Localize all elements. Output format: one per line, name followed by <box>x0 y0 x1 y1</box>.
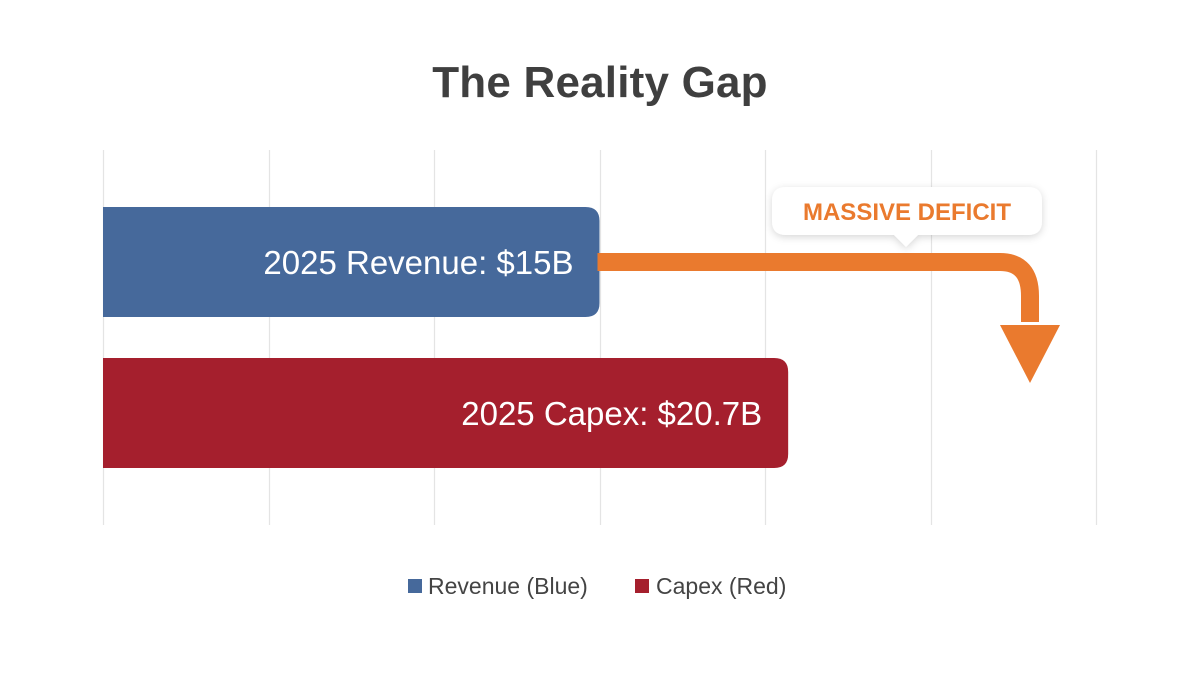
deficit-arrow-head <box>1000 325 1060 383</box>
capex-bar-label: 2025 Capex: $20.7B <box>461 395 762 432</box>
revenue-bar <box>103 207 600 317</box>
legend: Revenue (Blue) Capex (Red) <box>408 573 786 599</box>
legend-revenue-swatch <box>408 579 422 593</box>
legend-revenue-label: Revenue (Blue) <box>428 573 588 599</box>
deficit-arrow <box>597 253 1060 383</box>
deficit-callout: MASSIVE DEFICIT <box>772 187 1042 247</box>
revenue-bar-label: 2025 Revenue: $15B <box>263 244 573 281</box>
chart-title: The Reality Gap <box>432 58 768 107</box>
deficit-arrow-shaft <box>597 253 1039 322</box>
legend-capex-swatch <box>635 579 649 593</box>
callout-text: MASSIVE DEFICIT <box>803 199 1011 226</box>
legend-capex-label: Capex (Red) <box>656 573 786 599</box>
capex-bar <box>103 358 789 468</box>
bars: 2025 Revenue: $15B 2025 Capex: $20.7B <box>103 207 789 468</box>
callout-bubble <box>772 187 1042 247</box>
